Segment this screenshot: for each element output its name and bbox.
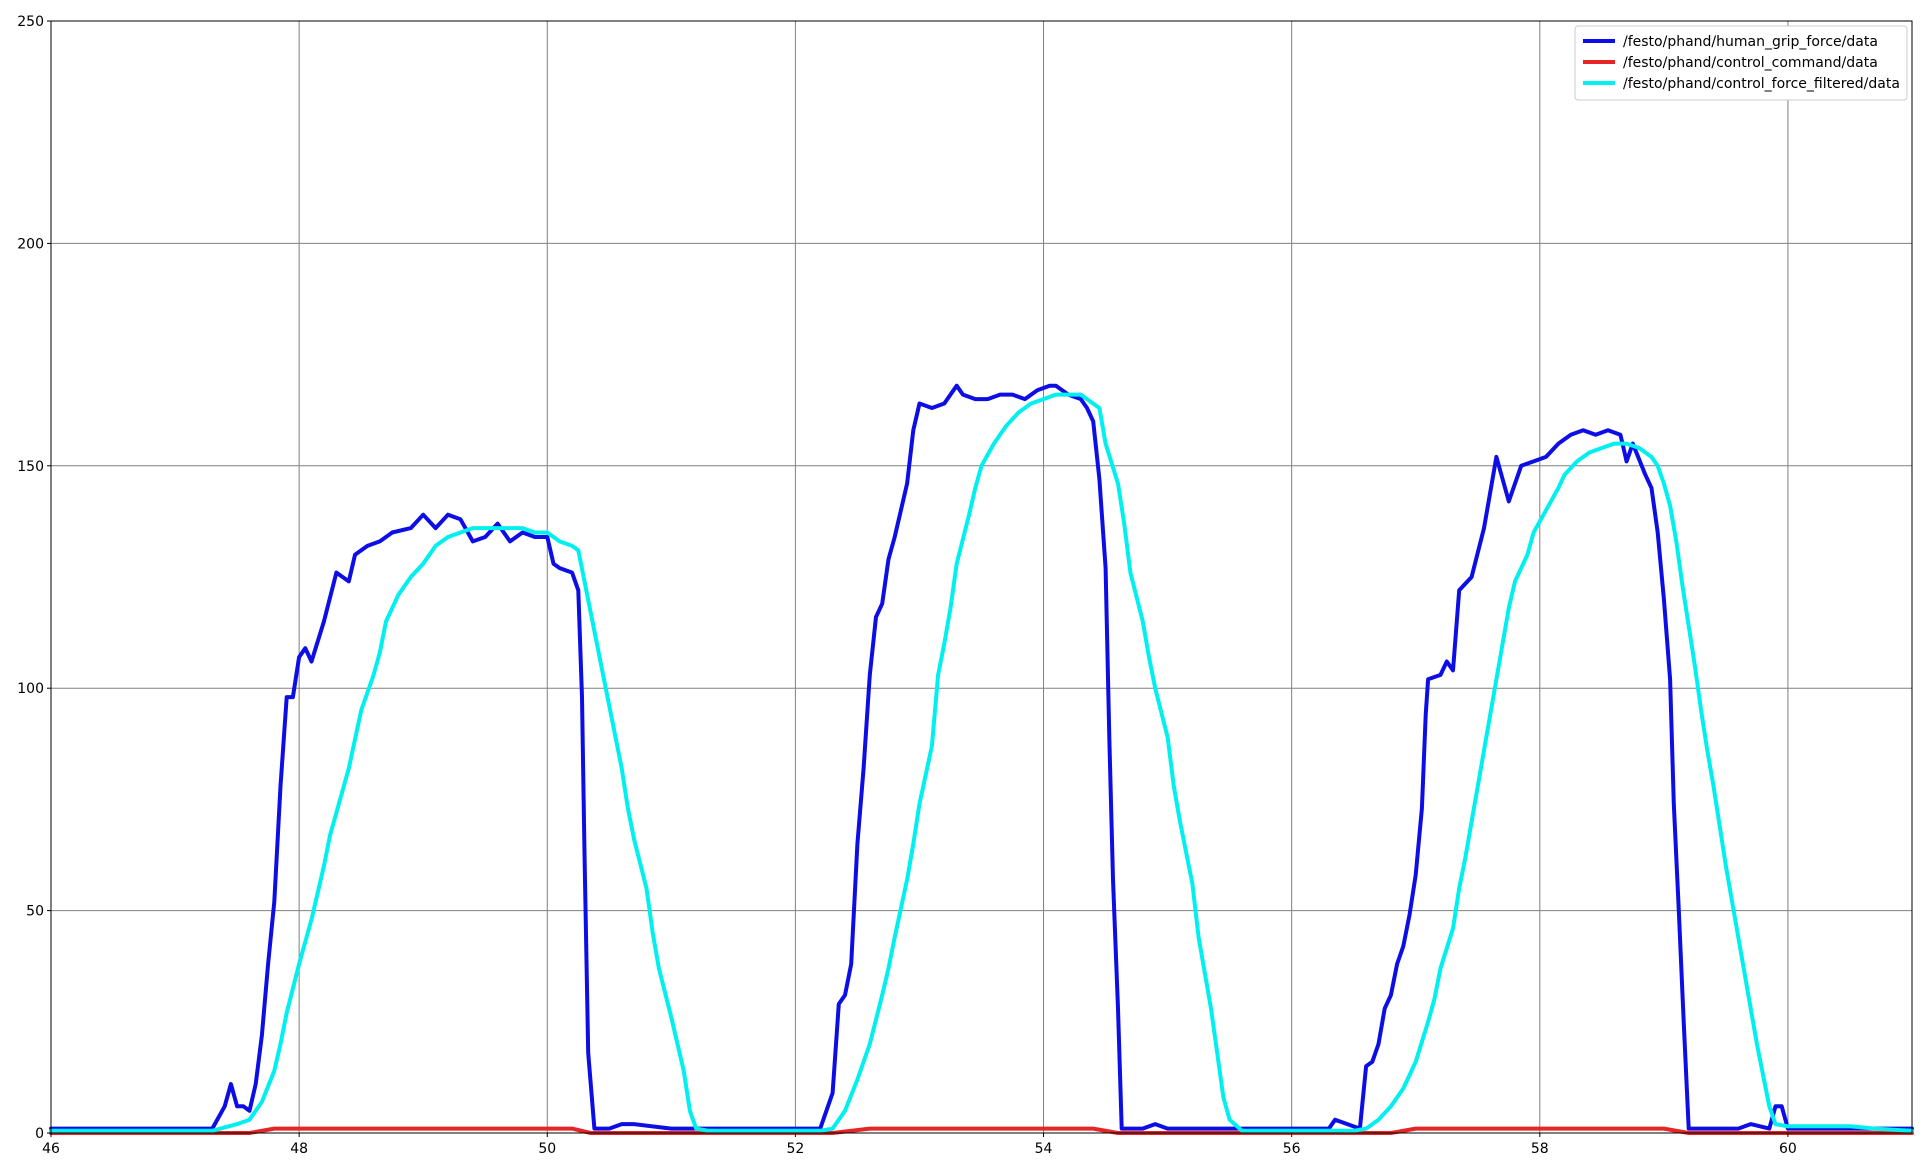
x-tick-label: 46	[42, 1141, 60, 1157]
series-line-3	[49, 392, 1914, 1133]
legend-label: /festo/phand/control_command/data	[1623, 55, 1878, 71]
x-tick-label: 48	[290, 1141, 308, 1157]
x-tick-label: 54	[1035, 1141, 1053, 1157]
legend-label: /festo/phand/control_force_filtered/data	[1623, 76, 1900, 92]
axes-frame	[50, 20, 1913, 1134]
legend-entries: /festo/phand/human_grip_force/data/festo…	[1583, 34, 1900, 92]
x-tick-label: 52	[786, 1141, 804, 1157]
series-lines	[49, 383, 1914, 1135]
y-tick-label: 250	[17, 14, 44, 30]
series-line-2	[49, 1126, 1914, 1135]
y-tick-label: 150	[17, 459, 44, 475]
y-tick-label: 200	[17, 236, 44, 252]
grid	[50, 20, 1912, 1134]
legend-box	[1574, 25, 1908, 101]
y-tick-label: 100	[17, 681, 44, 697]
x-tick-label: 60	[1779, 1141, 1797, 1157]
series-line-1	[49, 383, 1914, 1131]
x-tick-label: 50	[538, 1141, 556, 1157]
tick-labels: 46 48 50 52 54 56 58 60 0 50 100 150 200 250	[17, 14, 1797, 1157]
x-tick-label: 56	[1283, 1141, 1301, 1157]
legend: /festo/phand/human_grip_force/data/festo…	[1574, 25, 1908, 101]
y-tick-label: 50	[26, 904, 44, 920]
y-tick-label: 0	[35, 1126, 44, 1142]
legend-label: /festo/phand/human_grip_force/data	[1623, 34, 1878, 50]
x-tick-label: 58	[1531, 1141, 1549, 1157]
